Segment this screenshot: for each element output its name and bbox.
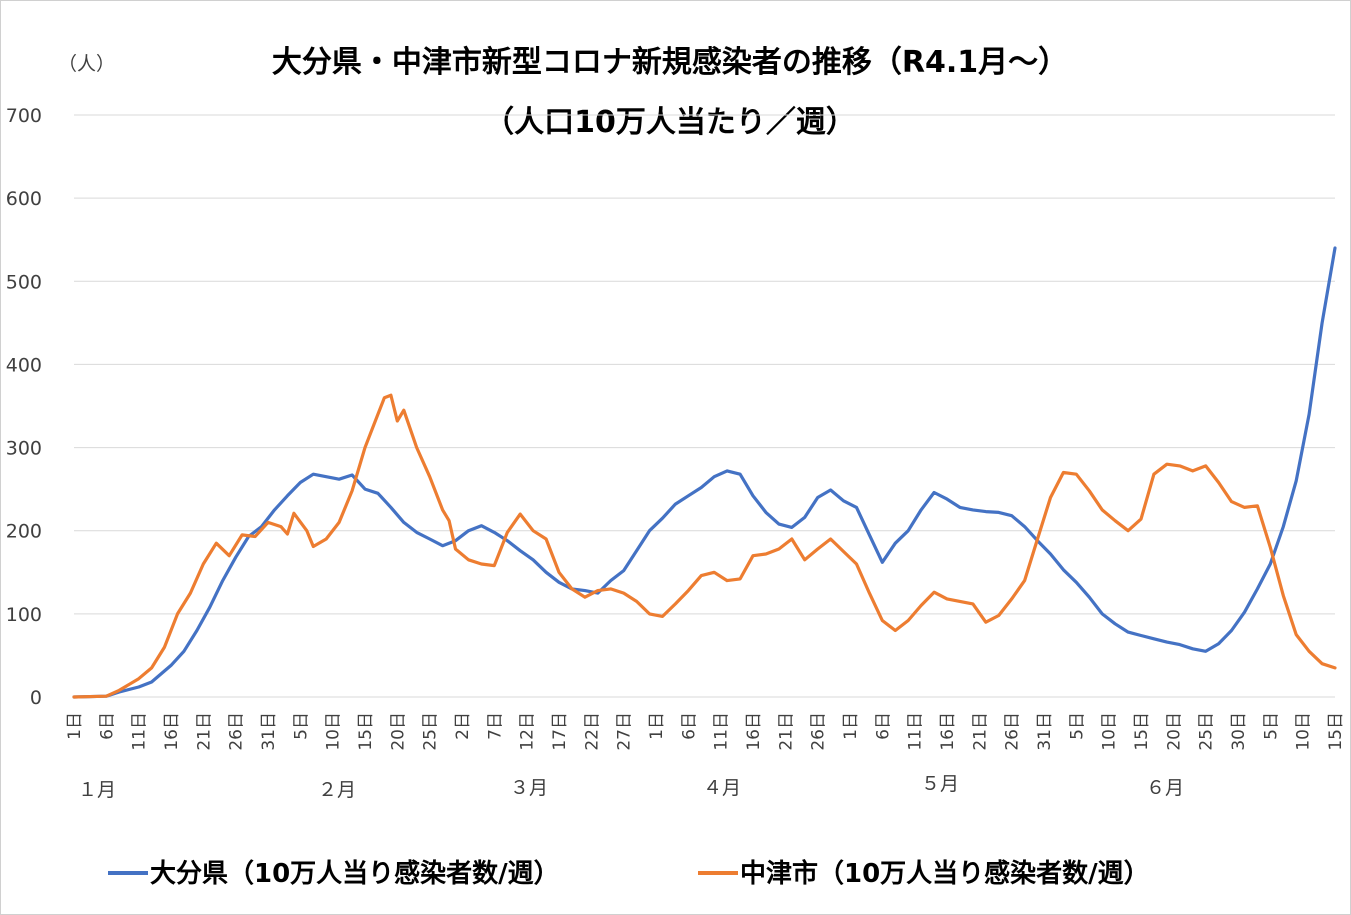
legend: 大分県（10万人当り感染者数/週） 中津市（10万人当り感染者数/週） bbox=[108, 858, 1150, 889]
series-lines bbox=[72, 246, 1337, 699]
legend-label: 大分県（10万人当り感染者数/週） bbox=[150, 859, 560, 889]
x-tick-label: 10日 bbox=[1294, 712, 1314, 751]
x-tick-label: 15日 bbox=[1326, 712, 1346, 751]
x-tick-label: 11日 bbox=[130, 712, 150, 751]
x-tick-label: 25日 bbox=[421, 712, 441, 751]
month-label: ２月 bbox=[318, 779, 356, 801]
x-tick-label: 15日 bbox=[356, 712, 376, 751]
y-tick-label: 500 bbox=[6, 271, 42, 293]
y-tick-label: 100 bbox=[6, 604, 42, 626]
x-tick-label: 25日 bbox=[1197, 712, 1217, 751]
x-tick-label: 20日 bbox=[1164, 712, 1184, 751]
x-tick-label: 10日 bbox=[324, 712, 344, 751]
x-tick-label: 15日 bbox=[1132, 712, 1152, 751]
y-tick-label: 400 bbox=[6, 354, 42, 376]
y-axis-unit-label: （人） bbox=[58, 53, 115, 75]
y-axis-ticks: 0 100 200 300 400 500 600 700 bbox=[6, 105, 42, 709]
x-tick-label: 12日 bbox=[518, 712, 538, 751]
x-tick-label: 16日 bbox=[162, 712, 182, 751]
chart-title: 大分県・中津市新型コロナ新規感染者の推移（R4.1月～） bbox=[272, 45, 1068, 80]
x-tick-label: 6日 bbox=[679, 712, 699, 740]
x-tick-label: 11日 bbox=[906, 712, 926, 751]
x-tick-label: 22日 bbox=[582, 712, 602, 751]
x-tick-label: 5日 bbox=[1067, 712, 1087, 740]
x-tick-label: 26日 bbox=[227, 712, 247, 751]
y-tick-label: 700 bbox=[6, 105, 42, 127]
x-tick-label: 1日 bbox=[647, 712, 667, 740]
x-tick-label: 2日 bbox=[453, 712, 473, 740]
month-label: ５月 bbox=[921, 773, 959, 795]
x-tick-label: 11日 bbox=[712, 712, 732, 751]
x-tick-label: 5日 bbox=[1261, 712, 1281, 740]
x-tick-label: 17日 bbox=[550, 712, 570, 751]
x-tick-label: 20日 bbox=[388, 712, 408, 751]
x-tick-label: 31日 bbox=[259, 712, 279, 751]
legend-label: 中津市（10万人当り感染者数/週） bbox=[740, 858, 1150, 889]
x-tick-label: 30日 bbox=[1229, 712, 1249, 751]
x-tick-label: 5日 bbox=[291, 712, 311, 740]
y-tick-label: 0 bbox=[30, 687, 42, 709]
x-tick-label: 16日 bbox=[938, 712, 958, 751]
x-tick-label: 21日 bbox=[970, 712, 990, 751]
chart-subtitle: （人口10万人当たり／週） bbox=[484, 105, 856, 140]
series-line-1 bbox=[72, 246, 1337, 699]
x-tick-label: 7日 bbox=[485, 712, 505, 740]
x-tick-label: 21日 bbox=[776, 712, 796, 751]
x-tick-label: 16日 bbox=[744, 712, 764, 751]
x-tick-label: 1日 bbox=[65, 712, 85, 740]
x-tick-label: 1日 bbox=[841, 712, 861, 740]
x-tick-label: 6日 bbox=[97, 712, 117, 740]
x-axis-ticks: 1日 6日 11日 16日 21日 26日 31日 5日 10日 15日 20日 25日 2日 7日 12日… bbox=[65, 712, 1346, 751]
month-label: ３月 bbox=[510, 777, 548, 799]
x-tick-label: 27日 bbox=[615, 712, 635, 751]
gridlines bbox=[74, 114, 1335, 698]
x-tick-label: 21日 bbox=[194, 712, 214, 751]
month-label: ４月 bbox=[703, 777, 741, 799]
x-tick-label: 10日 bbox=[1100, 712, 1120, 751]
x-tick-label: 26日 bbox=[809, 712, 829, 751]
x-tick-label: 31日 bbox=[1035, 712, 1055, 751]
y-tick-label: 300 bbox=[6, 438, 42, 460]
x-tick-label: 26日 bbox=[1003, 712, 1023, 751]
y-tick-label: 600 bbox=[6, 188, 42, 210]
month-labels: １月 ２月 ３月 ４月 ５月 ６月 bbox=[78, 773, 1184, 801]
x-tick-label: 6日 bbox=[873, 712, 893, 740]
series-line-2 bbox=[72, 393, 1337, 699]
y-tick-label: 200 bbox=[6, 521, 42, 543]
month-label: １月 bbox=[78, 779, 116, 801]
month-label: ６月 bbox=[1146, 777, 1184, 799]
